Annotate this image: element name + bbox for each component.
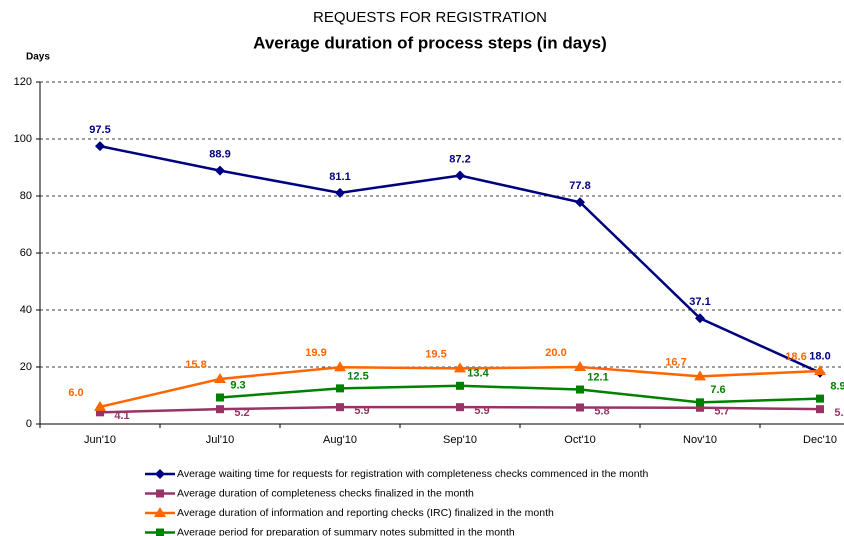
x-tick-label: Aug'10	[323, 434, 357, 446]
data-label: 4.1	[114, 410, 129, 422]
data-label: 5.2	[834, 407, 844, 419]
data-label: 81.1	[329, 171, 350, 183]
marker	[696, 403, 704, 412]
x-tick-label: Sep'10	[443, 434, 477, 446]
marker	[576, 385, 584, 394]
chart-subtitle: Average duration of process steps (in da…	[253, 33, 607, 52]
legend-label: Average period for preparation of summar…	[177, 526, 515, 536]
data-label: 88.9	[209, 149, 230, 161]
data-label: 87.2	[449, 153, 470, 165]
marker	[156, 528, 164, 536]
data-label: 18.6	[785, 351, 806, 363]
y-tick-label: 60	[20, 247, 32, 259]
data-label: 9.3	[230, 379, 245, 391]
marker	[696, 398, 704, 407]
chart-title: REQUESTS FOR REGISTRATION	[313, 9, 547, 26]
x-tick-label: Jun'10	[84, 434, 116, 446]
data-label: 97.5	[89, 124, 110, 136]
y-tick-label: 100	[14, 133, 32, 145]
marker	[334, 361, 346, 372]
marker	[94, 400, 106, 411]
data-label: 13.4	[467, 368, 489, 380]
data-label: 7.6	[710, 384, 725, 396]
data-label: 5.7	[714, 406, 729, 418]
legend-label: Average waiting time for requests for re…	[177, 468, 649, 480]
marker	[575, 197, 585, 208]
marker	[215, 165, 225, 176]
marker	[576, 403, 584, 412]
data-label: 8.9	[830, 381, 844, 393]
data-label: 5.8	[594, 405, 609, 417]
x-tick-label: Oct'10	[564, 434, 595, 446]
marker	[214, 372, 226, 383]
marker	[336, 384, 344, 393]
data-label: 5.9	[474, 405, 489, 417]
marker	[336, 403, 344, 412]
legend-label: Average duration of information and repo…	[177, 507, 554, 519]
marker	[816, 394, 824, 403]
y-tick-label: 80	[20, 190, 32, 202]
marker	[96, 408, 104, 417]
marker	[455, 170, 465, 181]
data-label: 16.7	[665, 356, 686, 368]
x-tick-label: Nov'10	[683, 434, 717, 446]
y-tick-label: 20	[20, 361, 32, 373]
data-label: 15.8	[185, 359, 206, 371]
data-label: 37.1	[689, 296, 710, 308]
data-label: 12.5	[347, 370, 368, 382]
y-axis-label: Days	[26, 52, 50, 63]
marker	[335, 187, 345, 198]
data-label: 19.9	[305, 347, 326, 359]
marker	[454, 362, 466, 373]
data-label: 5.2	[234, 407, 249, 419]
marker	[456, 403, 464, 412]
y-tick-label: 0	[26, 418, 32, 430]
data-label: 5.9	[354, 405, 369, 417]
y-tick-label: 120	[14, 76, 32, 88]
data-label: 19.5	[425, 348, 446, 360]
marker	[155, 469, 165, 479]
data-label: 18.0	[809, 351, 830, 363]
series-line	[219, 384, 821, 404]
marker	[695, 313, 705, 324]
x-tick-label: Jul'10	[206, 434, 234, 446]
data-label: 12.1	[587, 371, 608, 383]
marker	[694, 370, 706, 381]
marker	[154, 507, 166, 517]
marker	[816, 405, 824, 414]
marker	[574, 361, 586, 371]
data-label: 6.0	[68, 387, 83, 399]
y-tick-label: 40	[20, 304, 32, 316]
legend-label: Average duration of completeness checks …	[177, 487, 474, 499]
x-tick-label: Dec'10	[803, 434, 837, 446]
marker	[814, 364, 826, 375]
data-label: 77.8	[569, 180, 590, 192]
marker	[95, 141, 105, 152]
marker	[456, 381, 464, 390]
data-label: 20.0	[545, 347, 566, 359]
marker	[216, 393, 224, 402]
marker	[156, 489, 164, 498]
marker	[216, 405, 224, 414]
